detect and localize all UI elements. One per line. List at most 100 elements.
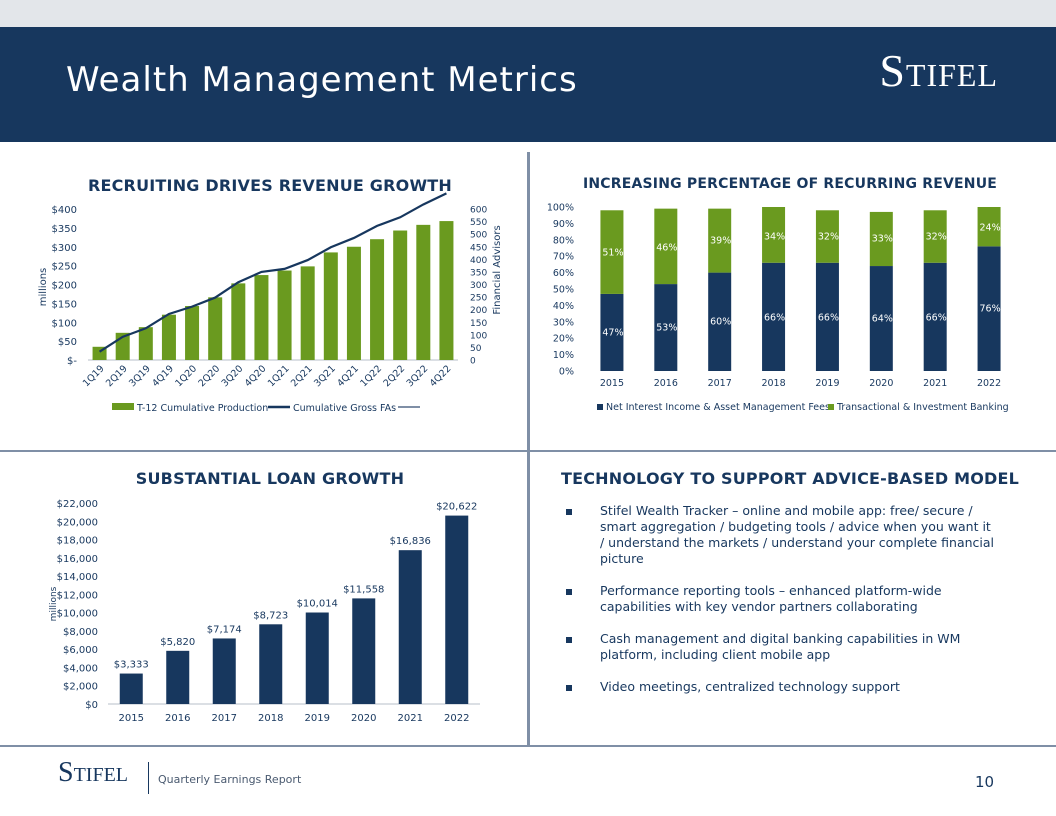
y-tick-label: $- — [67, 356, 77, 367]
page-title: Wealth Management Metrics — [66, 60, 578, 100]
y2-tick-label: 200 — [470, 306, 487, 316]
gross-fas-line — [98, 192, 447, 353]
loan-bar — [166, 650, 190, 704]
recurring-data-label: 60% — [710, 317, 731, 328]
recurring-bar-segment — [762, 262, 786, 371]
transactional-data-label: 51% — [602, 248, 623, 259]
bullet-item: Cash management and digital banking capa… — [566, 631, 996, 663]
x-tick-label: 3Q21 — [312, 363, 338, 389]
production-bar — [92, 346, 107, 360]
stifel-logo-text: Stifel — [879, 45, 998, 96]
transactional-bar-segment — [600, 210, 624, 294]
footer-logo: Stifel — [58, 757, 128, 789]
production-bar — [138, 327, 153, 360]
y-tick-label: $200 — [52, 281, 77, 292]
transactional-data-label: 39% — [710, 236, 731, 247]
y-tick-label: $10,000 — [57, 609, 98, 620]
y2-tick-label: 300 — [470, 281, 487, 291]
x-tick-label: 2022 — [977, 378, 1001, 389]
recurring-data-label: 53% — [656, 323, 677, 334]
page-number: 10 — [975, 773, 995, 791]
horizontal-divider — [0, 450, 1056, 452]
y-tick-label: $6,000 — [63, 645, 98, 656]
bullet-item: Stifel Wealth Tracker – online and mobil… — [566, 503, 996, 567]
x-tick-label: 1Q22 — [358, 363, 384, 389]
y-tick-label: $20,000 — [57, 517, 98, 528]
x-tick-label: 2020 — [869, 378, 893, 389]
footer-subtitle: Quarterly Earnings Report — [158, 773, 302, 786]
legend-label-recurring: Net Interest Income & Asset Management F… — [606, 402, 830, 413]
y2-tick-label: 0 — [470, 357, 476, 367]
y-tick-label: $22,000 — [57, 499, 98, 510]
transactional-bar-segment — [815, 210, 839, 263]
y-tick-label: 100% — [547, 203, 574, 214]
x-tick-label: 2019 — [305, 713, 330, 724]
x-tick-label: 2017 — [708, 378, 732, 389]
x-tick-label: 3Q22 — [405, 363, 431, 389]
x-tick-label: 3Q20 — [220, 363, 246, 389]
y-tick-label: 30% — [553, 317, 574, 328]
footer-logo-text: Stifel — [58, 757, 129, 788]
loan-bar — [398, 550, 422, 704]
recurring-data-label: 47% — [602, 328, 623, 339]
transactional-data-label: 33% — [872, 234, 893, 245]
production-bar — [393, 230, 408, 360]
bullet-item: Video meetings, centralized technology s… — [566, 679, 996, 695]
y2-tick-label: 250 — [470, 294, 487, 304]
y-tick-label: 70% — [553, 252, 574, 263]
legend-label-gross-fas: Cumulative Gross FAs — [293, 403, 396, 414]
loan-data-label: $7,174 — [207, 624, 242, 635]
y-tick-label: $0 — [85, 700, 98, 711]
production-bar — [254, 275, 269, 360]
legend-swatch-production — [112, 403, 134, 410]
y-tick-label: 10% — [553, 350, 574, 361]
y2-tick-label: 500 — [470, 231, 487, 241]
y2-tick-label: 550 — [470, 218, 487, 228]
production-bar — [416, 224, 431, 360]
y-tick-label: $8,000 — [63, 627, 98, 638]
y2-tick-label: 400 — [470, 256, 487, 266]
x-tick-label: 2015 — [119, 713, 144, 724]
x-tick-label: 1Q19 — [81, 363, 107, 389]
loans-chart-title: SUBSTANTIAL LOAN GROWTH — [135, 469, 405, 488]
x-tick-label: 2022 — [444, 713, 469, 724]
y-axis-title: millions — [38, 268, 49, 307]
transactional-data-label: 46% — [656, 243, 677, 254]
x-tick-label: 4Q19 — [150, 363, 176, 389]
loan-bar — [352, 598, 376, 704]
production-bar — [439, 221, 454, 360]
recruiting-chart-title: RECRUITING DRIVES REVENUE GROWTH — [87, 176, 453, 195]
recurring-data-label: 66% — [926, 313, 947, 324]
x-tick-label: 2018 — [258, 713, 283, 724]
x-tick-label: 2020 — [351, 713, 376, 724]
transactional-bar-segment — [654, 208, 678, 285]
recurring-bar-segment — [869, 266, 893, 371]
y2-tick-label: 150 — [470, 319, 487, 329]
production-bar — [370, 239, 385, 360]
recurring-bar-segment — [654, 284, 678, 371]
y-tick-label: $2,000 — [63, 682, 98, 693]
y-tick-label: $4,000 — [63, 663, 98, 674]
production-bar — [161, 314, 176, 360]
loan-data-label: $8,723 — [253, 610, 288, 621]
x-tick-label: 2Q19 — [104, 363, 130, 389]
loan-bar — [305, 612, 329, 704]
production-bar — [185, 306, 200, 360]
x-tick-label: 4Q22 — [428, 363, 454, 389]
x-tick-label: 1Q20 — [173, 363, 199, 389]
y-tick-label: 80% — [553, 235, 574, 246]
loan-bar — [212, 638, 236, 704]
loan-bar — [445, 515, 469, 704]
x-tick-label: 2Q21 — [289, 363, 315, 389]
technology-title: TECHNOLOGY TO SUPPORT ADVICE-BASED MODEL — [561, 469, 1019, 488]
technology-bullet-list: Stifel Wealth Tracker – online and mobil… — [566, 503, 996, 711]
loan-bar — [119, 673, 143, 704]
x-tick-label: 2019 — [815, 378, 839, 389]
y-tick-label: 50% — [553, 285, 574, 296]
y2-tick-label: 600 — [470, 206, 487, 216]
production-bar — [323, 252, 338, 360]
loan-data-label: $3,333 — [114, 660, 149, 671]
recurring-data-label: 64% — [872, 314, 893, 325]
transactional-bar-segment — [923, 210, 947, 263]
production-bar — [300, 266, 315, 360]
